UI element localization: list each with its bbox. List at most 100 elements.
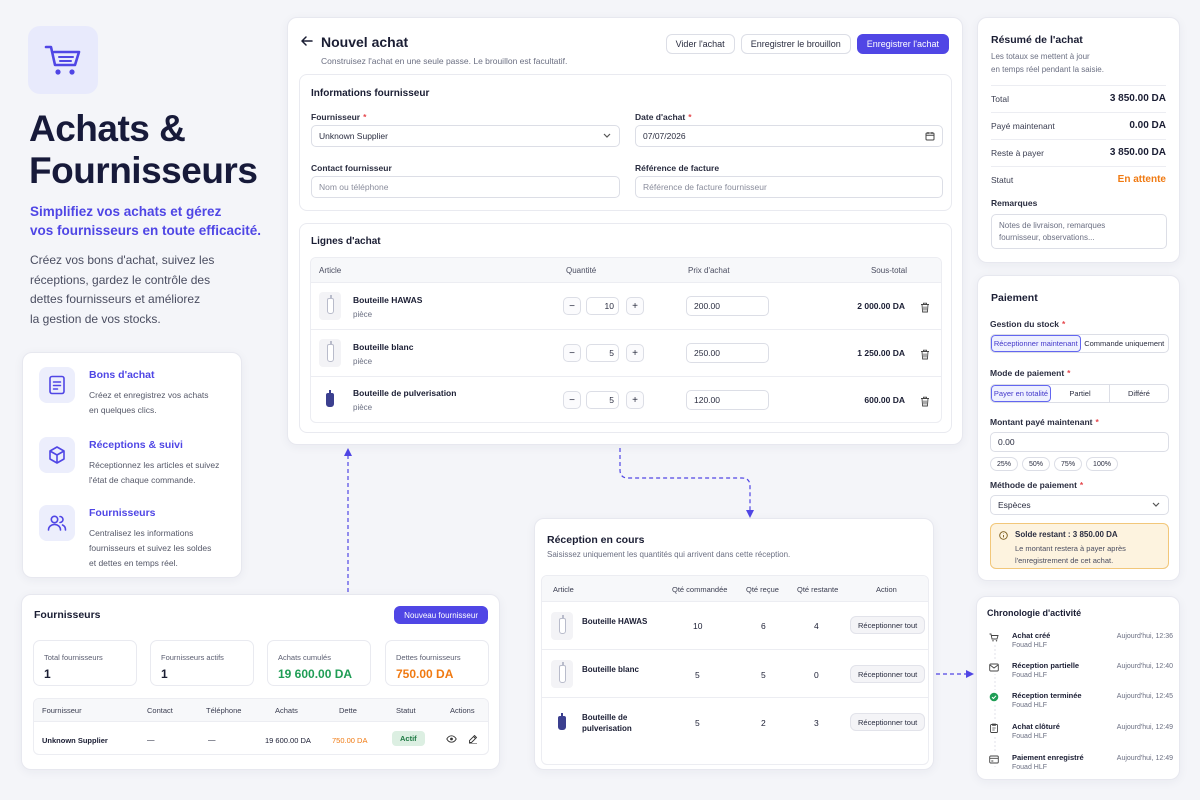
timeline-item: Paiement enregistré Fouad HLF Aujourd'hu… (987, 752, 1173, 780)
select-value: Espèces (998, 500, 1031, 510)
table-row: Bouteille blanc 5 5 0 Réceptionner tout (542, 649, 928, 697)
clear-purchase-button[interactable]: Vider l'achat (665, 34, 735, 54)
decrement-button[interactable]: − (563, 297, 581, 315)
view-icon[interactable] (446, 735, 457, 743)
timeline-title: Réception partielle (1012, 661, 1080, 670)
qty-received: 6 (761, 621, 766, 631)
decrement-button[interactable]: − (563, 344, 581, 362)
stat-active-suppliers: Fournisseurs actifs 1 (150, 640, 254, 686)
col-article: Article (319, 266, 342, 275)
save-draft-button[interactable]: Enregistrer le brouillon (740, 34, 851, 54)
hero-desc-line: dettes fournisseurs et améliorez (30, 292, 201, 306)
header-actions: Vider l'achat Enregistrer le brouillon E… (665, 34, 949, 54)
price-input[interactable]: 200.00 (686, 296, 769, 316)
stock-option-order-only[interactable]: Commande uniquement (1084, 339, 1165, 348)
table-row: Bouteille de pulverisation pièce − 5 + 1… (311, 376, 941, 422)
stat-supplier-debts: Dettes fournisseurs 750.00 DA (385, 640, 489, 686)
col-phone: Téléphone (206, 706, 242, 715)
product-unit: pièce (353, 403, 373, 412)
line-subtotal: 1 250.00 DA (857, 348, 905, 358)
placeholder-line: Notes de livraison, remarques (999, 221, 1106, 230)
trash-icon[interactable] (920, 347, 930, 365)
product-name: Bouteille HAWAS (582, 616, 647, 627)
table-row[interactable]: Unknown Supplier — — 19 600.00 DA 750.00… (34, 721, 488, 754)
product-name: Bouteille blanc (353, 342, 414, 352)
summary-label: Reste à payer (991, 148, 1044, 158)
card-title: Fournisseurs (34, 609, 101, 621)
balance-alert: Solde restant : 3 850.00 DA Le montant r… (990, 523, 1169, 569)
table-header: Fournisseur Contact Téléphone Achats Det… (34, 699, 488, 721)
mode-option-deferred[interactable]: Différé (1128, 389, 1150, 398)
product-name: Bouteille de pulverisation (582, 712, 632, 734)
product-unit: pièce (353, 357, 373, 366)
chip-25[interactable]: 25% (990, 457, 1019, 471)
quantity-input[interactable]: 5 (586, 391, 619, 409)
mode-option-full[interactable]: Payer en totalité (991, 385, 1051, 402)
quantity-input[interactable]: 5 (586, 344, 619, 362)
amount-paid-input[interactable]: 0.00 (990, 432, 1169, 452)
chip-100[interactable]: 100% (1086, 457, 1118, 471)
timeline-title: Achat clôturé (1012, 722, 1060, 731)
col-actions: Actions (450, 706, 475, 715)
table-header: Article Qté commandée Qté reçue Qté rest… (542, 576, 928, 601)
new-supplier-button[interactable]: Nouveau fournisseur (394, 606, 488, 624)
timeline-time: Aujourd'hui, 12:45 (1116, 693, 1173, 700)
desc-line: en temps réel pendant la saisie. (991, 64, 1104, 74)
feature-desc-line: l'état de chaque commande. (89, 475, 196, 485)
timeline-item: Réception partielle Fouad HLF Aujourd'hu… (987, 660, 1173, 688)
input-value: 0.00 (998, 437, 1015, 447)
product-name: Bouteille de pulverisation (353, 388, 457, 398)
purchase-date-input[interactable]: 07/07/2026 (635, 125, 943, 147)
supplier-debt: 750.00 DA (332, 736, 368, 745)
stat-total-suppliers: Total fournisseurs 1 (33, 640, 137, 686)
bottle-icon (326, 341, 334, 362)
qty-ordered: 5 (695, 670, 700, 680)
qty-received: 5 (761, 670, 766, 680)
box-icon (39, 437, 75, 473)
supplier-select[interactable]: Unknown Supplier (311, 125, 620, 147)
chip-50[interactable]: 50% (1022, 457, 1051, 471)
stock-option-receive-now[interactable]: Réceptionner maintenant (991, 335, 1081, 352)
timeline-time: Aujourd'hui, 12:49 (1116, 755, 1173, 762)
mode-option-partial[interactable]: Partiel (1051, 385, 1110, 402)
summary-value: 3 850.00 DA (1109, 93, 1166, 104)
receive-all-button[interactable]: Réceptionner tout (850, 713, 926, 731)
price-input[interactable]: 120.00 (686, 390, 769, 410)
input-value: 5 (609, 348, 614, 358)
payment-method-select[interactable]: Espèces (990, 495, 1169, 515)
contact-input[interactable]: Nom ou téléphone (311, 176, 620, 198)
edit-icon[interactable] (468, 734, 478, 744)
decrement-button[interactable]: − (563, 391, 581, 409)
increment-button[interactable]: + (626, 391, 644, 409)
feature-desc-line: Centralisez les informations (89, 528, 194, 538)
suppliers-card: Fournisseurs Nouveau fournisseur Total f… (21, 594, 500, 770)
credit-card-icon (987, 752, 1001, 766)
feature-desc-line: en quelques clics. (89, 405, 157, 415)
mail-icon (987, 660, 1001, 674)
chip-75[interactable]: 75% (1054, 457, 1083, 471)
col-action: Action (876, 585, 897, 594)
trash-icon[interactable] (920, 300, 930, 318)
trash-icon[interactable] (920, 394, 930, 412)
amount-chips: 25% 50% 75% 100% (990, 457, 1122, 471)
remarks-textarea[interactable]: Notes de livraison, remarques fournisseu… (991, 214, 1167, 249)
calendar-icon[interactable] (925, 131, 935, 141)
qty-remaining: 0 (814, 670, 819, 680)
increment-button[interactable]: + (626, 344, 644, 362)
receive-all-button[interactable]: Réceptionner tout (850, 616, 926, 634)
table-row: Bouteille HAWAS pièce − 10 + 200.00 2 00… (311, 282, 941, 329)
price-input[interactable]: 250.00 (686, 343, 769, 363)
increment-button[interactable]: + (626, 297, 644, 315)
quantity-input[interactable]: 10 (586, 297, 619, 315)
product-name-line: Bouteille HAWAS (582, 617, 648, 626)
back-arrow-icon[interactable] (300, 34, 314, 48)
timeline-user: Fouad HLF (1012, 672, 1048, 679)
receive-all-button[interactable]: Réceptionner tout (850, 665, 926, 683)
timeline-title: Réception terminée (1012, 691, 1082, 700)
invoice-reference-input[interactable]: Référence de facture fournisseur (635, 176, 943, 198)
feature-desc-line: Créez et enregistrez vos achats (89, 390, 209, 400)
contact-label: Contact fournisseur (311, 163, 392, 173)
save-purchase-button[interactable]: Enregistrer l'achat (856, 34, 949, 54)
suppliers-table: Fournisseur Contact Téléphone Achats Det… (33, 698, 489, 755)
qty-remaining: 3 (814, 718, 819, 728)
